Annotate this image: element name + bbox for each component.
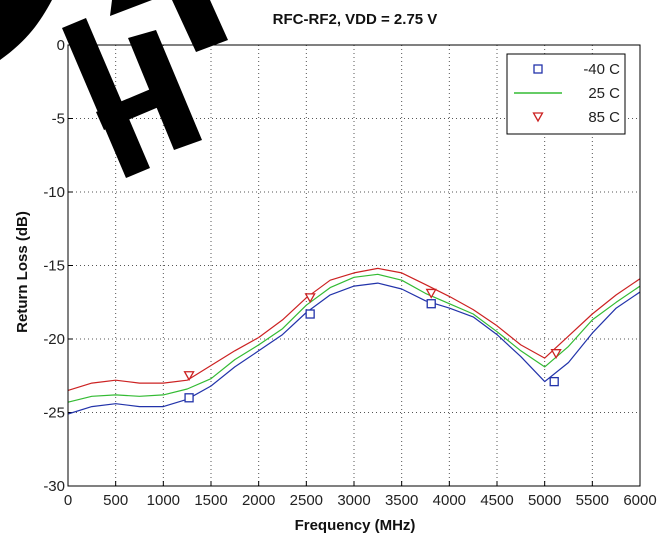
series-line-2 [67, 267, 641, 391]
series-marker-0 [305, 309, 315, 319]
x-tick-label: 0 [64, 492, 72, 509]
y-tick-label: -25 [43, 405, 65, 422]
legend-label-2: 85 C [588, 109, 620, 126]
y-tick-label: -30 [43, 478, 65, 495]
series-line-1 [67, 273, 641, 403]
x-tick-label: 5000 [528, 492, 561, 509]
x-tick-label: 1000 [147, 492, 180, 509]
legend-label-0: -40 C [583, 61, 620, 78]
legend-label-1: 25 C [588, 85, 620, 102]
x-tick-label: 6000 [623, 492, 656, 509]
x-tick-label: 2500 [290, 492, 323, 509]
x-tick-label: 2000 [242, 492, 275, 509]
y-tick-label: -5 [52, 111, 65, 128]
x-tick-label: 4000 [433, 492, 466, 509]
y-tick-label: -10 [43, 184, 65, 201]
series-marker-0 [549, 376, 559, 387]
legend-swatch-2 [532, 112, 544, 123]
x-tick-label: 3500 [385, 492, 418, 509]
series-marker-0 [426, 299, 436, 309]
x-tick-labels: 0 500 1000 1500 2000 2500 3000 3500 4000 4500 5000… [64, 492, 657, 509]
y-tick-labels: 0 -5 -10 -15 -20 -25 -30 [43, 37, 65, 495]
x-tick-label: 1500 [194, 492, 227, 509]
series-markers [183, 288, 562, 403]
series-marker-0 [184, 393, 194, 403]
x-tick-label: 3000 [337, 492, 370, 509]
x-tick-label: 5500 [576, 492, 609, 509]
series-marker-2 [304, 293, 316, 304]
chart-title: RFC-RF2, VDD = 2.75 V [273, 11, 438, 28]
legend-box [506, 53, 626, 135]
series-marker-2 [550, 349, 562, 360]
y-tick-label: -15 [43, 258, 65, 275]
x-tick-label: 500 [103, 492, 128, 509]
legend-swatch-0 [533, 64, 543, 74]
x-tick-label: 4500 [480, 492, 513, 509]
series-lines [67, 267, 641, 415]
x-axis-label: Frequency (MHz) [295, 517, 416, 534]
series-marker-2 [183, 371, 195, 382]
y-tick-label: -20 [43, 331, 65, 348]
series-marker-2 [425, 288, 437, 299]
legend: -40 C 25 C 85 C [506, 53, 626, 135]
plot-frame [67, 44, 641, 487]
y-tick-label: 0 [57, 37, 65, 54]
grid [67, 44, 641, 487]
series-line-0 [67, 282, 641, 415]
y-axis-label: Return Loss (dB) [14, 211, 31, 333]
